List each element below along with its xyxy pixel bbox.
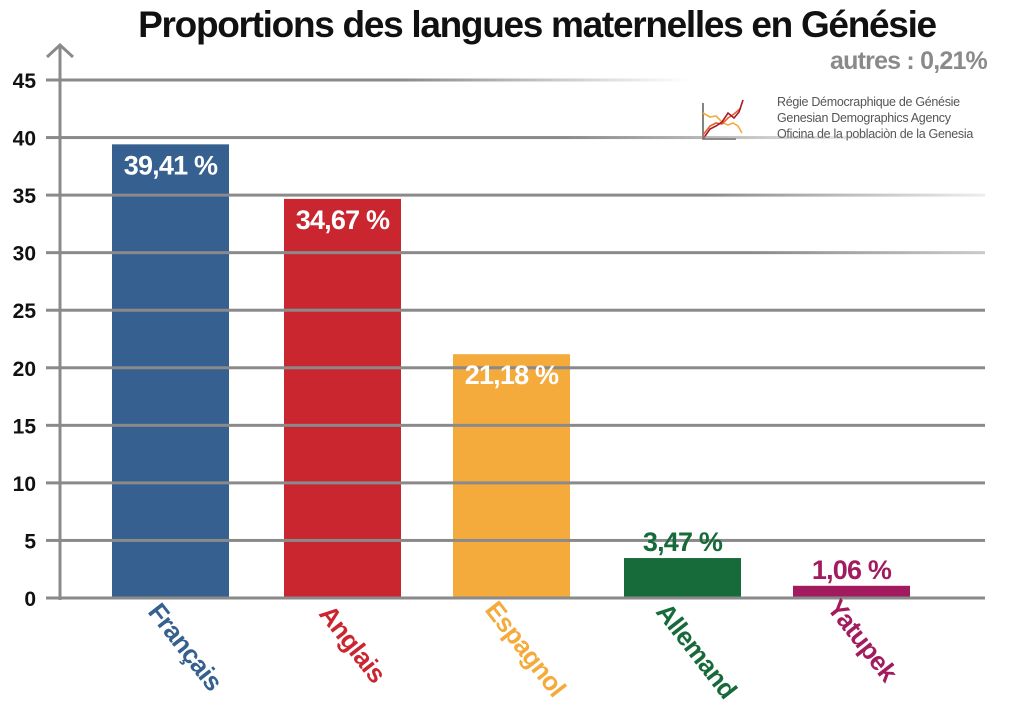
y-axis-arrow-icon — [45, 42, 75, 59]
category-label: Allemand — [650, 597, 743, 704]
data-label: 34,67 % — [296, 205, 390, 235]
gridline-20 — [46, 366, 985, 370]
y-tick-label: 10 — [13, 473, 36, 496]
y-tick-label: 5 — [24, 530, 36, 553]
chart-title: Proportions des langues maternelles en G… — [138, 4, 936, 45]
bar-anglais — [284, 198, 401, 598]
category-label: Espagnol — [479, 595, 572, 702]
data-label: 3,47 % — [643, 527, 723, 557]
gridline-30 — [46, 251, 985, 255]
y-tick-label: 20 — [13, 358, 36, 381]
bar-yatupek — [793, 585, 910, 598]
data-label: 21,18 % — [465, 360, 559, 390]
data-label: 1,06 % — [812, 555, 892, 585]
bar-allemand — [624, 558, 741, 598]
y-tick-label: 15 — [13, 415, 37, 438]
gridline-5 — [46, 538, 985, 542]
gridline-25 — [46, 308, 985, 312]
agency-name-en: Genesian Demographics Agency — [777, 111, 952, 125]
bar-franais — [112, 144, 229, 598]
data-label: 39,41 % — [124, 150, 218, 180]
y-tick-label: 35 — [13, 185, 37, 208]
gridline-35 — [46, 193, 985, 197]
category-label: Français — [142, 597, 229, 696]
y-tick-label: 0 — [24, 588, 36, 611]
category-label: Anglais — [313, 599, 392, 688]
chart-subtitle-others: autres : 0,21% — [830, 47, 988, 75]
gridline-10 — [46, 481, 985, 485]
agency-name-fr: Régie Démocraphique de Génésie — [777, 95, 960, 109]
bar-espagnol — [453, 354, 570, 598]
gridline-45 — [46, 78, 690, 82]
gridline-15 — [46, 423, 985, 427]
agency-logo-icon — [702, 99, 744, 140]
y-tick-label: 45 — [13, 70, 37, 93]
category-label: Yatupek — [821, 593, 904, 688]
y-tick-label: 30 — [13, 243, 36, 266]
gridline-40 — [46, 136, 910, 140]
y-tick-label: 40 — [13, 128, 36, 151]
y-axis — [45, 42, 75, 600]
y-tick-label: 25 — [13, 300, 37, 323]
